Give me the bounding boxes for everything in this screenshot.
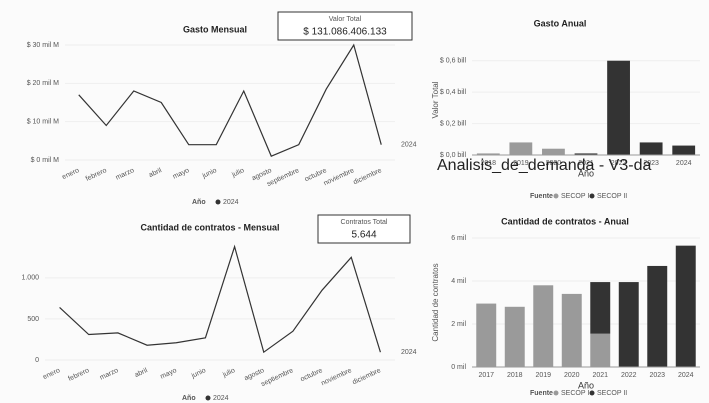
card-label: Contratos Total — [341, 219, 388, 226]
legend-swatch — [589, 193, 595, 199]
legend-label: 2024 — [213, 395, 229, 402]
legend-label: SECOP II — [597, 390, 627, 397]
y-tick-label: 500 — [27, 316, 39, 323]
legend-label: SECOP I — [561, 193, 589, 200]
x-tick-label: 2024 — [678, 372, 694, 379]
y-tick-label: 4 mil — [451, 278, 466, 285]
bar — [476, 303, 497, 367]
bar — [647, 265, 668, 367]
x-axis-label: Año — [578, 380, 594, 390]
x-tick-label: 2021 — [592, 372, 608, 379]
report-title: Analisis_de_demanda - V3-da — [437, 157, 651, 174]
y-tick-label: $ 0 mil M — [31, 157, 60, 164]
bar — [476, 153, 500, 155]
bar — [561, 293, 582, 367]
chart-title: Cantidad de contratos - Anual — [501, 216, 629, 226]
card-box — [317, 214, 411, 244]
series-end-label: 2024 — [401, 349, 417, 356]
series-end-label: 2024 — [401, 142, 417, 149]
y-axis-label: Cantidad de contratos — [431, 263, 440, 341]
y-tick-label: $ 0,6 bill — [440, 58, 467, 65]
legend-label: 2024 — [223, 199, 239, 206]
x-tick-label: 2020 — [564, 372, 580, 379]
y-axis-label: Valor Total — [431, 81, 440, 118]
x-tick-label: 2024 — [676, 160, 692, 167]
y-tick-label: $ 0,0 bill — [440, 152, 467, 159]
legend-title: Fuente — [530, 390, 553, 397]
y-tick-label: 0 — [35, 357, 39, 364]
x-tick-label: 2023 — [643, 160, 659, 167]
legend-label: SECOP I — [561, 390, 589, 397]
x-tick-label: 2019 — [535, 372, 551, 379]
y-tick-label: 1.000 — [21, 275, 39, 282]
x-tick-label: 2018 — [480, 160, 496, 167]
card-value: 5.644 — [351, 230, 376, 241]
y-tick-label: $ 0,2 bill — [440, 120, 467, 127]
bar — [504, 306, 525, 367]
bar — [639, 142, 663, 155]
x-tick-label: 2023 — [649, 372, 665, 379]
card-box — [277, 11, 413, 41]
x-tick-label: 2017 — [478, 372, 494, 379]
bar — [574, 153, 598, 155]
legend-swatch — [553, 193, 559, 199]
legend-swatch — [553, 390, 559, 396]
bar — [542, 148, 565, 155]
bar — [607, 60, 630, 155]
y-tick-label: $ 20 mil M — [27, 80, 59, 87]
y-tick-label: $ 10 mil M — [27, 119, 59, 126]
y-tick-label: 2 mil — [451, 321, 466, 328]
bar — [590, 333, 611, 367]
legend-label: SECOP II — [597, 193, 627, 200]
card-value: $ 131.086.406.133 — [303, 27, 387, 38]
chart-title: Gasto Anual — [534, 18, 587, 28]
bar — [590, 282, 611, 334]
y-tick-label: $ 0,4 bill — [440, 89, 467, 96]
x-axis-label: Año — [578, 168, 594, 178]
x-tick-label: 2021 — [578, 160, 594, 167]
x-tick-label: 2018 — [507, 372, 523, 379]
legend-swatch — [589, 390, 595, 396]
x-tick-label: 2020 — [546, 160, 562, 167]
y-tick-label: 6 mil — [451, 235, 466, 242]
line — [59, 244, 381, 354]
x-tick-label: 2022 — [611, 160, 627, 167]
line — [78, 43, 382, 157]
legend-title: Año — [192, 199, 206, 206]
bar — [672, 145, 696, 155]
card-label: Valor Total — [329, 16, 362, 23]
legend-swatch — [215, 199, 221, 205]
bar — [675, 245, 696, 367]
chart-title: Gasto Mensual — [183, 24, 247, 34]
bar — [618, 282, 639, 367]
y-tick-label: 0 mil — [451, 364, 466, 371]
chart-title: Cantidad de contratos - Mensual — [140, 222, 279, 232]
legend-swatch — [205, 395, 211, 401]
x-tick-label: 2022 — [621, 372, 637, 379]
x-tick-label: 2019 — [513, 160, 529, 167]
y-tick-label: $ 30 mil M — [27, 42, 59, 49]
bar — [533, 285, 554, 367]
legend-title: Año — [182, 395, 196, 402]
legend-title: Fuente — [530, 193, 553, 200]
bar — [509, 142, 533, 155]
